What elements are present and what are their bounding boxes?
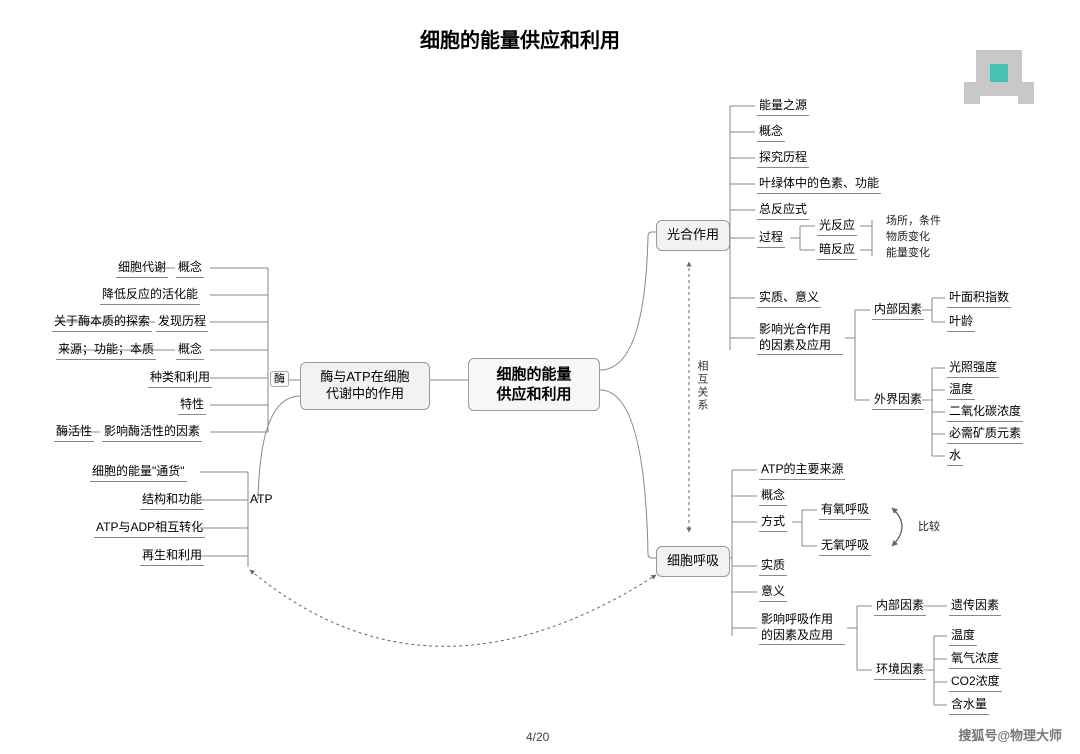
resp-env-item: 氧气浓度	[949, 651, 1001, 669]
photo-outer-item: 必需矿质元素	[947, 426, 1023, 444]
atp-label: ATP	[250, 492, 272, 508]
resp-item: 影响呼吸作用的因素及应用	[759, 612, 845, 645]
photo-outer-item: 水	[947, 448, 963, 466]
photo-item: 影响光合作用的因素及应用	[757, 322, 843, 355]
enzyme-item-ext: 来源；功能；本质	[56, 342, 156, 360]
resp-item: 意义	[759, 584, 787, 602]
center-node: 细胞的能量供应和利用	[468, 358, 600, 411]
photo-item: 实质、意义	[757, 290, 821, 308]
atp-item: 结构和功能	[140, 492, 204, 510]
photo-outer-item: 二氧化碳浓度	[947, 404, 1023, 422]
enzyme-item: 影响酶活性的因素	[102, 424, 202, 442]
photo-outer-label: 外界因素	[872, 392, 924, 410]
left-box: 酶与ATP在细胞代谢中的作用	[300, 362, 430, 410]
photo-item: 叶绿体中的色素、功能	[757, 176, 881, 194]
photo-outer-item: 光照强度	[947, 360, 999, 378]
photo-item: 能量之源	[757, 98, 809, 116]
enzyme-item-ext: 关于酶本质的探索	[52, 314, 152, 332]
photo-inner-item: 叶龄	[947, 314, 975, 332]
resp-env-item: 温度	[949, 628, 977, 646]
photo-outer-item: 温度	[947, 382, 975, 400]
enzyme-label: 酶	[270, 371, 289, 387]
photo-item: 探究历程	[757, 150, 809, 168]
enzyme-item: 种类和利用	[148, 370, 212, 388]
photo-inner-label: 内部因素	[872, 302, 924, 320]
photosynthesis-box: 光合作用	[656, 220, 730, 251]
resp-env-label: 环境因素	[874, 662, 926, 680]
resp-item: 方式	[759, 514, 787, 532]
atp-item: 细胞的能量"通货"	[90, 464, 187, 482]
atp-item: ATP与ADP相互转化	[94, 520, 205, 538]
compare-label: 比较	[918, 520, 940, 534]
enzyme-item: 降低反应的活化能	[100, 287, 200, 305]
watermark: 搜狐号@物理大师	[958, 725, 1062, 744]
enzyme-item: 概念	[176, 260, 204, 278]
resp-mode-anaerobic: 无氧呼吸	[819, 538, 871, 556]
photo-inner-item: 叶面积指数	[947, 290, 1011, 308]
resp-item: 概念	[759, 488, 787, 506]
page-title: 细胞的能量供应和利用	[420, 24, 620, 53]
photo-item: 过程	[757, 230, 785, 248]
enzyme-item: 概念	[176, 342, 204, 360]
corner-logo	[964, 42, 1034, 112]
resp-mode-aerobic: 有氧呼吸	[819, 502, 871, 520]
resp-inner-label: 内部因素	[874, 598, 926, 616]
photo-item: 概念	[757, 124, 785, 142]
resp-env-item: 含水量	[949, 697, 989, 715]
resp-item: ATP的主要来源	[759, 462, 845, 480]
respiration-box: 细胞呼吸	[656, 546, 730, 577]
enzyme-item: 发现历程	[156, 314, 208, 332]
process-light: 光反应	[817, 218, 857, 236]
resp-inner-item: 遗传因素	[949, 598, 1001, 616]
page-number: 4/20	[526, 730, 549, 744]
relation-label: 相互关系	[694, 360, 710, 412]
photo-item: 总反应式	[757, 202, 809, 220]
enzyme-item: 特性	[178, 397, 206, 415]
process-note: 能量变化	[886, 246, 930, 260]
process-note: 场所，条件	[886, 214, 941, 228]
atp-item: 再生和利用	[140, 548, 204, 566]
diagram-stage: 细胞的能量供应和利用 细胞的能量供应和利用 酶与ATP在细胞代谢中的作用 酶 概…	[0, 0, 1080, 754]
process-note: 物质变化	[886, 230, 930, 244]
resp-item: 实质	[759, 558, 787, 576]
enzyme-item-ext: 细胞代谢	[116, 260, 168, 278]
enzyme-item-ext: 酶活性	[54, 424, 94, 442]
resp-env-item: CO2浓度	[949, 674, 1002, 692]
process-dark: 暗反应	[817, 242, 857, 260]
